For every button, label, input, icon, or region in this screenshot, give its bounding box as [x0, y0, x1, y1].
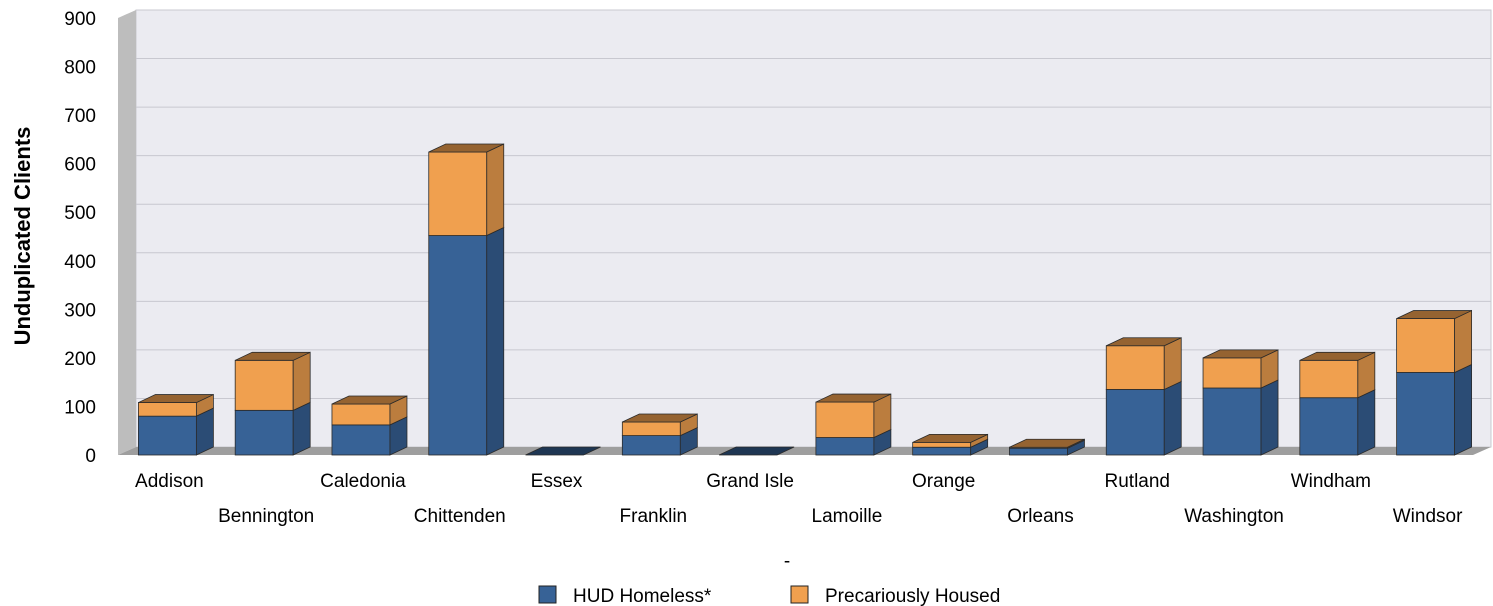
x-tick-label: Windsor — [1393, 506, 1463, 527]
bar-bennington-top — [235, 351, 311, 361]
y-tick-label: 300 — [64, 300, 96, 321]
chart-floor — [118, 447, 1491, 455]
x-tick-label: Grand Isle — [706, 471, 794, 492]
x-tick-label: Caledonia — [320, 471, 406, 492]
bar-orleans-top — [1009, 438, 1085, 448]
x-tick-label: Washington — [1184, 506, 1284, 527]
x-tick-label: Addison — [135, 471, 204, 492]
bar-chittenden-hud-homeless-side — [486, 226, 505, 456]
x-tick-label: Chittenden — [414, 506, 506, 527]
bar-bennington-hud-homeless — [234, 409, 294, 456]
bar-caledonia-precariously-housed — [331, 403, 391, 426]
x-tick-label: Rutland — [1105, 471, 1171, 492]
y-axis-ticks: 0 100 200 300 400 500 600 700 800 900 — [64, 9, 96, 467]
y-tick-label: 800 — [64, 58, 96, 79]
x-tick-label: Windham — [1291, 471, 1371, 492]
bar-rutland-precariously-housed-side — [1163, 337, 1182, 391]
y-tick-label: 700 — [64, 106, 96, 127]
bar-addison-precariously-housed — [137, 402, 197, 417]
bar-caledonia-hud-homeless — [331, 424, 391, 456]
bar-washington-hud-homeless — [1202, 387, 1262, 456]
legend-hud-homeless-label: HUD Homeless* — [573, 586, 712, 606]
y-axis-title: Unduplicated Clients — [10, 127, 35, 346]
back-wall — [135, 9, 1492, 448]
bar-windham-top — [1299, 351, 1375, 361]
legend-hud-homeless-swatch — [538, 585, 557, 604]
bar-chittenden-top — [428, 143, 504, 153]
bar-rutland-precariously-housed — [1105, 345, 1165, 390]
bar-essex-empty — [525, 446, 601, 456]
y-tick-label: 400 — [64, 252, 96, 273]
y-tick-label: 0 — [85, 446, 96, 467]
chart-back-wall — [118, 9, 1492, 455]
y-tick-label: 500 — [64, 203, 96, 224]
y-tick-label: 100 — [64, 397, 96, 418]
bar-washington-hud-homeless-side — [1260, 379, 1279, 456]
bar-orange-top — [912, 433, 988, 443]
bar-rutland-hud-homeless — [1105, 389, 1165, 456]
bar-windsor-precariously-housed — [1396, 318, 1456, 373]
x-tick-label: Orange — [912, 471, 975, 492]
bar-addison-top — [138, 394, 214, 403]
x-axis-labels: Addison Bennington Caledonia Chittenden Esse… — [135, 471, 1463, 527]
gridlines — [136, 9, 1491, 399]
bar-franklin-hud-homeless — [621, 435, 681, 456]
bar-caledonia-top — [331, 395, 408, 405]
x-tick-label: Franklin — [620, 506, 688, 527]
bar-lamoille-precariously-housed — [815, 401, 875, 438]
bar-rutland-top — [1106, 337, 1182, 347]
bar-windsor-precariously-housed-side — [1454, 309, 1473, 374]
bars — [137, 143, 1473, 456]
bar-windham-hud-homeless — [1299, 397, 1359, 456]
legend: HUD Homeless* Precariously Housed — [538, 585, 1000, 606]
bar-chittenden-precariously-housed — [428, 151, 488, 236]
bar-windsor-hud-homeless — [1396, 372, 1456, 456]
y-tick-label: 200 — [64, 349, 96, 370]
x-tick-label: Lamoille — [812, 506, 883, 527]
bar-chittenden-hud-homeless — [428, 235, 488, 456]
bar-orleans-hud-homeless — [1009, 447, 1068, 456]
bar-bennington-hud-homeless-side — [292, 401, 311, 456]
side-wall — [118, 10, 136, 455]
bar-franklin-precariously-housed — [621, 421, 681, 436]
bar-windham-precariously-housed — [1299, 359, 1359, 399]
bar-lamoille-top — [815, 393, 892, 403]
bar-windsor-top — [1396, 310, 1472, 319]
bar-windsor-hud-homeless-side — [1454, 363, 1473, 456]
x-tick-label: Essex — [531, 471, 583, 492]
bar-orange-precariously-housed — [912, 441, 972, 448]
bar-chittenden-precariously-housed-side — [486, 143, 505, 237]
y-tick-label: 600 — [64, 155, 96, 176]
x-axis-title: - — [784, 551, 790, 572]
floor — [118, 447, 1491, 455]
bar-rutland-hud-homeless-side — [1163, 380, 1182, 456]
bar-washington-top — [1202, 349, 1279, 359]
bar-washington-precariously-housed — [1202, 357, 1262, 389]
bar-lamoille-hud-homeless — [815, 437, 875, 456]
bar-windham-hud-homeless-side — [1357, 389, 1376, 456]
bar-franklin-top — [622, 413, 698, 423]
bar-bennington-precariously-housed — [234, 359, 294, 411]
legend-precariously-housed-label: Precariously Housed — [825, 586, 1000, 606]
x-tick-label: Orleans — [1007, 506, 1074, 527]
x-tick-label: Bennington — [218, 506, 314, 527]
legend-precariously-housed-swatch — [790, 585, 809, 604]
bar-orange-hud-homeless — [912, 446, 972, 456]
bar-addison-hud-homeless — [137, 415, 197, 456]
y-tick-label: 900 — [64, 9, 96, 30]
bar-bennington-precariously-housed-side — [292, 351, 311, 411]
bar-grand-isle-empty — [718, 446, 795, 456]
